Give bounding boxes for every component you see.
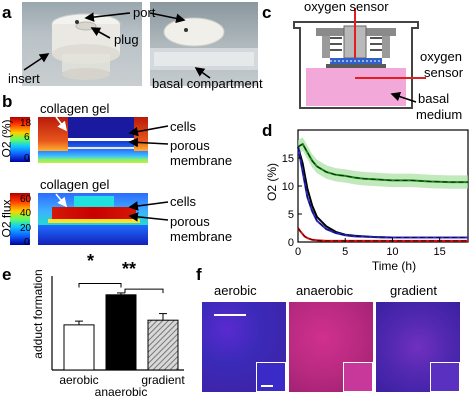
label-oxygen-sensor-right-1: oxygen [420,49,462,64]
inset-anaerobic [343,362,373,392]
panel-label-a: a [2,3,12,22]
y-axis-label: O2 (%) [265,163,279,201]
heatmap-membrane [68,147,134,149]
label-cells-bottom: cells [170,194,197,209]
series-fit-0 [297,143,468,183]
label-insert: insert [8,71,40,86]
series-fit-2 [297,146,468,238]
series-fit-3 [297,227,468,242]
label-port: port [133,5,156,20]
label-membrane-bottom-2: membrane [170,229,233,244]
inset-gradient [430,362,460,392]
category-label-anaerobic: anaerobic [95,385,148,399]
panel-label-d: d [262,121,273,140]
panel-label-e: e [2,265,12,284]
scale-bar-large [214,314,246,316]
flux-tick-0: 0 [24,237,30,248]
panel-label-b: b [2,92,13,111]
x-axis-label: Time (h) [372,259,416,273]
category-label-aerobic: aerobic [59,373,98,387]
flux-tick-60: 60 [20,194,32,205]
label-membrane-bottom-1: porous [170,214,210,229]
micrograph-gradient [376,302,460,392]
flux-colorbar [10,193,30,245]
flux-tick-20: 20 [20,223,32,234]
basal-medium-arrow [390,91,417,103]
panel-a-arrows [23,12,211,79]
y-tick-label: 10 [282,181,294,193]
panel-label-c: c [262,3,272,22]
bar-anaerobic [105,294,137,371]
label-oxygen-sensor-right-2: sensor [424,65,464,80]
heatmap-cell-layer [68,138,134,141]
o2-tick-0: 0 [24,153,30,164]
label-gel-top: collagen gel [40,101,110,116]
flux-high-band [52,207,136,221]
inset-aerobic [256,362,286,392]
label-membrane-top-1: porous [170,138,210,153]
bar-gradient [147,319,179,371]
panel-label-f: f [196,265,202,284]
bar-aerobic [63,324,95,371]
x-tick-label: 10 [386,246,398,258]
y-tick-label: 15 [282,153,294,165]
heatmap-gel-region [68,117,134,139]
y-tick-label: 5 [288,209,294,221]
label-basal-medium-1: basal [418,91,450,106]
insert-photo-left-art [51,13,121,80]
label-oxygen-sensor-top: oxygen sensor [304,0,389,14]
series-fit-1 [297,146,468,238]
category-label-gradient: gradient [141,373,185,387]
e-y-axis-label: adduct formation [31,269,45,358]
label-cells-top: cells [170,119,197,134]
sig-bracket-1 [78,283,122,288]
x-tick-label: 15 [434,246,446,258]
micrograph-title-anaerobic: anaerobic [296,283,354,298]
scale-bar-small [261,385,273,387]
label-membrane-top-2: membrane [170,153,233,168]
flux-tick-40: 40 [20,208,32,219]
o2-time-chart: 0 5 10 15 0 5 10 15 Time (h) O2 (%) [265,129,469,273]
x-tick-label: 5 [342,246,348,258]
o2-tick-6: 6 [24,132,30,143]
micrograph-title-aerobic: aerobic [214,283,257,298]
panel-b-arrows [55,116,169,222]
flux-yellow-band [48,219,140,223]
micrograph-aerobic [202,302,286,392]
flux-basal-region [38,225,148,245]
label-basal-medium-2: medium [416,107,463,122]
label-basal-compartment: basal compartment [152,76,263,91]
o2-colorbar [10,117,30,162]
micrograph-anaerobic [289,302,373,392]
series-line-3 [297,227,468,242]
device-schematic [293,8,426,109]
o2-heatmap [38,117,148,163]
basal-medium-region [306,68,406,106]
o2-tick-18: 18 [20,118,32,129]
flux-gel-core [74,196,114,207]
label-plug: plug [114,32,139,47]
significance-star-2: ** [122,259,137,279]
significance-star-1: * [87,251,95,271]
y-tick-label: 0 [288,237,294,249]
insert-photo-left [22,2,142,86]
micrograph-title-gradient: gradient [390,283,437,298]
sig-bracket-2 [124,288,164,294]
insert-photo-right-art [150,17,258,70]
label-gel-bottom: collagen gel [40,177,110,192]
x-tick-label: 0 [295,246,301,258]
